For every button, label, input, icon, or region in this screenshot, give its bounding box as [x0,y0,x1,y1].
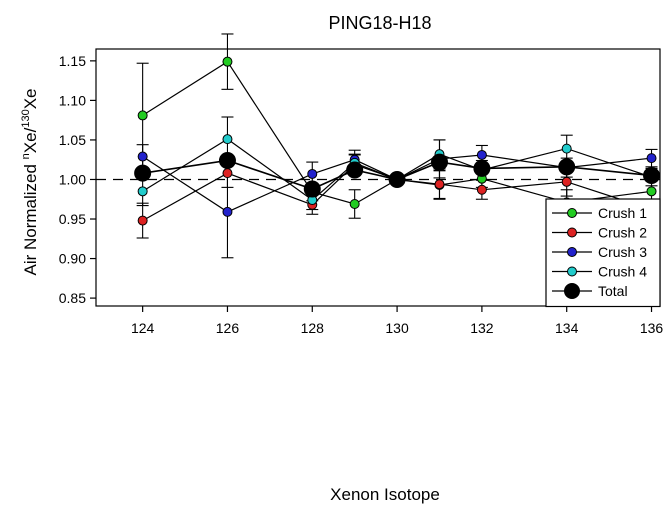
plot-frame-layer: 0.85 0.90 0.95 1.00 1.05 1.10 1.15 124 126 128 130… [59,48,664,336]
legend-label: Crush 2 [598,225,647,241]
data-point [646,153,657,164]
data-point [643,167,661,185]
data-point [558,158,576,176]
data-point [476,149,487,160]
y-tick-label: 0.85 [59,290,86,306]
legend-label: Total [598,283,628,299]
legend-marker [567,227,577,238]
data-point [349,198,360,209]
data-point [476,184,487,195]
x-tick-label: 128 [301,320,325,336]
data-point [222,206,233,217]
data-point [307,168,318,179]
data-point [222,168,233,179]
y-tick-label: 1.05 [59,132,86,148]
x-tick-label: 136 [640,320,664,336]
data-point [303,180,321,198]
data-point [222,134,233,145]
data-point [430,153,448,171]
x-tick-label: 134 [555,320,579,336]
y-tick-label: 1.00 [59,171,86,187]
x-tick-label: 124 [131,320,155,336]
plot-frame [95,48,661,307]
legend-label: Crush 4 [598,264,647,280]
legend-label: Crush 1 [598,205,647,221]
data-point [134,164,152,182]
legend-label: Crush 3 [598,244,647,260]
x-axis-title: Xenon Isotope [330,485,440,504]
y-tick-label: 1.15 [59,53,86,69]
x-tick-label: 126 [216,320,240,336]
legend-marker [564,283,580,299]
legend-marker [567,266,577,277]
y-tick-label: 0.90 [59,251,86,267]
data-point [646,186,657,197]
data-point [561,143,572,154]
y-tick-label: 0.95 [59,211,86,227]
series-layer [134,33,661,259]
data-point [218,151,236,169]
legend-marker [567,247,577,257]
y-tick-label: 1.10 [59,92,86,108]
data-point [222,56,233,67]
data-point [137,186,148,197]
y-axis-title: Air Normalized nXe/130Xe [20,88,40,275]
data-point [388,170,406,188]
data-point [561,176,572,187]
data-point [137,151,148,162]
chart-title: PING18-H18 [328,13,431,33]
series-line [142,138,652,201]
x-tick-label: 130 [385,320,409,336]
data-point [434,179,445,190]
x-tick-label: 132 [470,320,494,336]
data-point [137,110,148,121]
legend-marker [567,208,577,218]
data-point [346,161,364,179]
data-point [137,215,148,226]
legend: Crush 1 Crush 2 Crush 3 Crush 4 Total [545,198,661,308]
data-point [473,159,491,177]
